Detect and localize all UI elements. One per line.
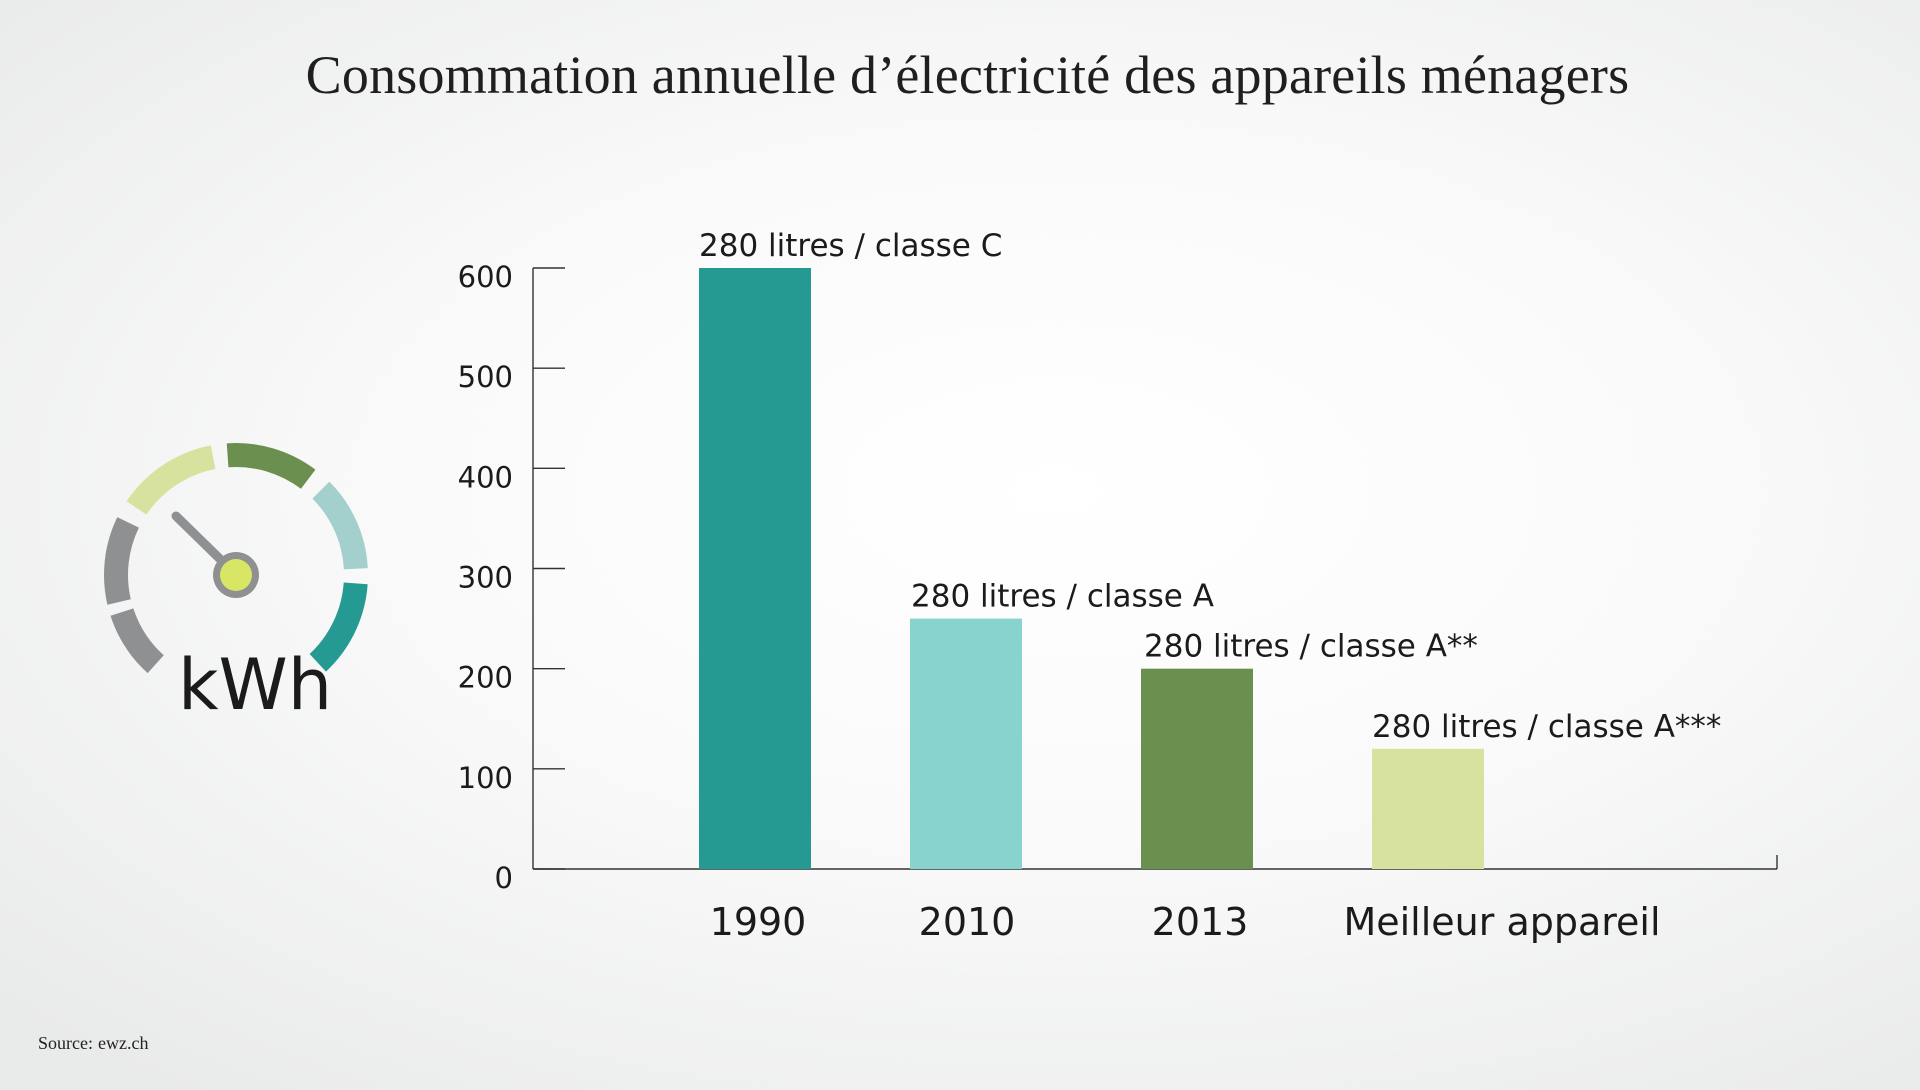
gauge-segment-icon: [312, 481, 368, 570]
bar-annotation: 280 litres / classe C: [699, 228, 1002, 264]
y-tick-label: 400: [458, 460, 513, 494]
bar-annotation: 280 litres / classe A: [911, 579, 1214, 615]
y-tick-label: 600: [458, 260, 513, 294]
source-text: ewz.ch: [97, 1033, 149, 1053]
chart-title: Consommation annuelle d’électricité des …: [305, 45, 1630, 105]
bar: [910, 618, 1022, 869]
source-note: Source: ewz.ch: [38, 1033, 148, 1054]
x-tick-label: 2013: [1152, 900, 1249, 944]
gauge-segment-icon: [226, 443, 316, 489]
gauge-segment-icon: [126, 445, 216, 515]
chart-bars: [699, 268, 1484, 869]
y-tick-label: 100: [458, 761, 513, 795]
x-tick-label: Meilleur appareil: [1343, 900, 1660, 944]
gauge-segment-icon: [309, 582, 368, 672]
gauge-hub-center-icon: [220, 559, 252, 591]
y-tick-label: 300: [458, 561, 513, 595]
gauge-segment-icon: [110, 608, 165, 674]
y-tick-label: 200: [458, 661, 513, 695]
x-tick-label: 1990: [710, 900, 807, 944]
y-tick-label: 500: [458, 360, 513, 394]
bar: [699, 268, 811, 869]
y-tick-label: 0: [495, 861, 513, 895]
bar: [1372, 748, 1484, 869]
bar-annotation: 280 litres / classe A***: [1372, 709, 1721, 745]
gauge-icon: [104, 443, 368, 674]
gauge-segment-icon: [104, 517, 140, 605]
bar-annotation: 280 litres / classe A**: [1144, 629, 1478, 665]
gauge-arcs: [104, 443, 368, 674]
x-tick-label: 2010: [919, 900, 1016, 944]
gauge-needle-icon: [171, 511, 225, 564]
source-label: Source:: [38, 1033, 93, 1053]
gauge-unit-label: kWh: [178, 644, 333, 726]
bar: [1141, 668, 1253, 869]
chart-labels: 0 100 200 300 400 500 600 280 litres / classe C…: [458, 228, 1722, 944]
